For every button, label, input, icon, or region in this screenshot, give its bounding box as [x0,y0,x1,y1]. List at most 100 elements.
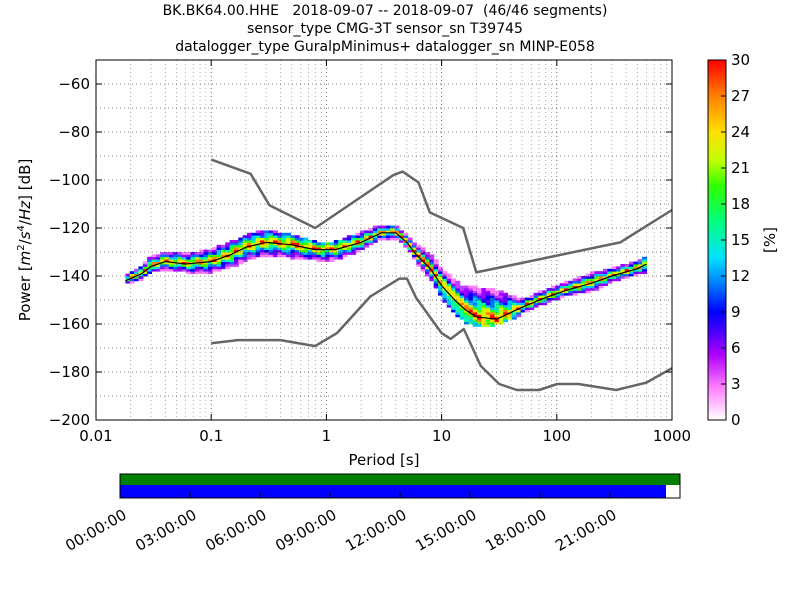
heatmap-cell [368,230,374,234]
heatmap-cell [542,300,548,303]
heatmap-cell [594,285,600,289]
heatmap-cell [238,247,244,250]
heatmap-cell [147,261,153,265]
heatmap-cell [173,252,179,255]
y-tick-label: −140 [49,267,90,285]
heatmap-cell [286,249,292,253]
heatmap-cell [251,242,257,246]
heatmap-cell [242,249,248,253]
heatmap-cell [207,264,213,267]
heatmap-cell [542,292,548,296]
heatmap-cell [576,276,582,279]
heatmap-cell [268,252,274,255]
median-psd-curve [125,232,647,320]
heatmap-cell [485,292,491,296]
heatmap-cell [212,254,218,258]
heatmap-cell [251,249,257,253]
heatmap-cell [385,225,391,229]
heatmap-cell [472,324,478,327]
heatmap-cell [299,247,305,250]
heatmap-cell [286,235,292,238]
heatmap-cell [485,312,491,315]
heatmap-cell [260,244,265,248]
heatmap-cell [464,302,470,306]
heatmap-cell [312,240,318,243]
heatmap-cell [294,242,300,246]
heatmap-cell [438,278,443,282]
heatmap-cell [429,273,435,277]
heatmap-cell [281,247,287,250]
heatmap-cell [503,292,509,296]
heatmap-cell [516,297,522,301]
heatmap-cell [338,244,344,248]
heatmap-cell [468,314,474,318]
heatmap-cell [212,256,218,260]
heatmap-cell [468,292,474,296]
heatmap-cell [342,237,348,241]
heatmap-cell [286,252,292,255]
heatmap-cell [181,264,187,267]
heatmap-cell [342,240,348,243]
heatmap-cell [346,249,352,253]
heatmap-cell [260,230,265,234]
heatmap-cell [620,276,626,279]
heatmap-cell [425,271,430,274]
heatmap-cell [134,271,140,274]
heatmap-cell [220,261,226,265]
heatmap-cell [451,292,456,296]
heatmap-cell [611,268,617,272]
heatmap-cell [351,237,357,241]
heatmap-cell [420,264,426,267]
heatmap-cell [611,278,617,282]
heatmap-cell [242,252,248,255]
heatmap-cell [281,254,287,258]
heatmap-cell [355,232,361,236]
heatmap-cell [420,247,426,250]
heatmap-cell [451,300,456,303]
heatmap-cell [281,235,287,238]
heatmap-cell [273,247,278,250]
heatmap-cell [416,247,422,250]
heatmap-cell [255,247,261,250]
heatmap-cell [603,271,608,274]
heatmap-cell [385,228,391,231]
heatmap-cell [563,283,569,286]
heatmap-cell [490,319,496,322]
heatmap-cell [216,247,222,250]
heatmap-cell [364,240,370,243]
heatmap-cell [468,302,474,306]
heatmap-cell [598,276,604,279]
heatmap-cell [364,237,370,241]
heatmap-cell [129,278,135,282]
heatmap-cell [203,268,209,272]
heatmap-cell [494,295,500,298]
heatmap-cell [255,254,261,258]
heatmap-cell [589,285,595,289]
heatmap-cell [438,271,443,274]
heatmap-cell [190,256,196,260]
heatmap-cell [251,244,257,248]
heatmap-cell [394,228,400,231]
heatmap-cell [155,259,161,262]
heatmap-cell [559,283,565,286]
heatmap-cell [485,302,491,306]
heatmap-cell [477,304,483,308]
heatmap-cell [433,261,439,265]
heatmap-cell [442,280,448,284]
heatmap-cell [355,235,361,238]
heatmap-cell [329,256,335,260]
heatmap-cell [147,259,153,262]
heatmap-cell [607,276,613,279]
heatmap-cell [611,271,617,274]
heatmap-cell [490,297,496,301]
heatmap-cell [299,244,305,248]
heatmap-cell [433,271,439,274]
heatmap-cell [186,254,192,258]
heatmap-cell [207,261,213,265]
heatmap-cell [498,316,504,320]
heatmap-cell [264,252,270,255]
heatmap-cell [572,280,578,284]
heatmap-cell [620,273,626,277]
heatmap-cell [286,237,292,241]
